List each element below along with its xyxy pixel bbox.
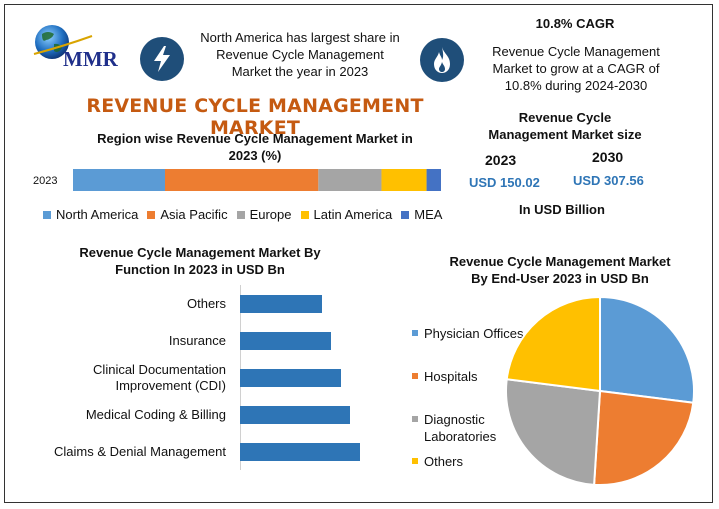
region-legend: North America Asia Pacific Europe Latin Ame…: [43, 207, 442, 222]
region-segment-europe: [318, 169, 382, 191]
region-legend-item: Europe: [236, 207, 292, 222]
logo: MMR: [30, 20, 140, 80]
region-stacked-bar: [73, 169, 441, 191]
function-bar-label: Claims & Denial Management: [54, 443, 226, 459]
pie-legend-item: Hospitals: [412, 368, 532, 385]
legend-swatch: [300, 210, 309, 219]
legend-swatch: [43, 210, 51, 219]
legend-label: North America: [56, 207, 139, 222]
pie-slice-hospitals: [593, 389, 695, 486]
function-bar-chart: Others Insurance Clinical Documentation Im…: [30, 285, 370, 475]
legend-swatch: [147, 210, 156, 219]
legend-label: Physician Offices: [424, 326, 524, 341]
year-2030-label: 2030: [592, 149, 624, 165]
pie-slice-physician-offices: [599, 296, 695, 404]
year-2023-label: 2023: [485, 152, 517, 168]
function-bar: [240, 368, 341, 387]
region-segment-asia-pacific: [165, 169, 319, 191]
function-bar-label: Clinical Documentation Improvement (CDI): [93, 361, 226, 393]
unit-label: In USD Billion: [519, 202, 605, 217]
legend-swatch: [412, 373, 418, 379]
region-segment-north-america: [73, 169, 165, 191]
region-legend-item: North America: [43, 207, 138, 222]
legend-label: Diagnostic Laboratories: [424, 412, 497, 444]
infographic-frame: [4, 4, 713, 503]
legend-label: Europe: [249, 207, 292, 222]
function-bar: [240, 294, 322, 313]
legend-label: Others: [424, 454, 464, 469]
legend-swatch: [412, 458, 418, 464]
function-bar: [240, 442, 360, 461]
region-chart-category-label: 2023: [33, 175, 58, 187]
pie-legend-item: Diagnostic Laboratories: [412, 411, 532, 445]
function-bar-label: Others: [186, 295, 226, 311]
pie-slice-diagnostic-laboratories: [505, 378, 602, 486]
info-left-text: North America has largest share in Reven…: [200, 30, 400, 79]
info-right-text: Revenue Cycle Management Market to grow …: [492, 44, 660, 93]
logo-text: MMR: [63, 47, 118, 71]
market-size-title: Revenue Cycle Management Market size: [488, 110, 642, 142]
region-legend-item: Asia Pacific: [147, 207, 228, 222]
region-segment-mea: [426, 169, 441, 191]
main-title: REVENUE CYCLE MANAGEMENT MARKET: [86, 95, 424, 139]
pie-legend-item: Physician Offices: [412, 325, 532, 342]
function-chart-title: Revenue Cycle Management Market By Funct…: [79, 245, 321, 277]
region-legend-item: MEA: [401, 207, 442, 222]
legend-swatch: [401, 210, 410, 219]
legend-swatch: [236, 210, 245, 219]
value-2023: USD 150.02: [469, 175, 540, 190]
region-segment-latin-america: [381, 169, 427, 191]
region-legend-item: Latin America: [300, 207, 393, 222]
legend-label: Latin America: [313, 207, 393, 222]
flame-icon: [420, 38, 464, 82]
pie-slice-others: [505, 296, 601, 393]
enduser-pie-chart: [505, 296, 695, 486]
legend-swatch: [412, 416, 418, 422]
legend-label: Asia Pacific: [160, 207, 228, 222]
cagr-title: 10.8% CAGR: [535, 16, 615, 31]
function-bar: [240, 405, 351, 424]
globe-icon: [33, 25, 93, 59]
region-chart-title: Region wise Revenue Cycle Management Mar…: [97, 131, 413, 163]
enduser-chart-title: Revenue Cycle Management Market By End-U…: [449, 254, 671, 286]
function-bar: [240, 331, 332, 350]
value-2030: USD 307.56: [573, 173, 644, 188]
legend-swatch: [412, 330, 418, 336]
function-bar-label: Insurance: [168, 332, 226, 348]
lightning-icon: [140, 37, 184, 81]
pie-legend-item: Others: [412, 453, 532, 470]
legend-label: Hospitals: [424, 369, 478, 384]
legend-label: MEA: [414, 207, 443, 222]
function-bar-label: Medical Coding & Billing: [85, 406, 226, 422]
